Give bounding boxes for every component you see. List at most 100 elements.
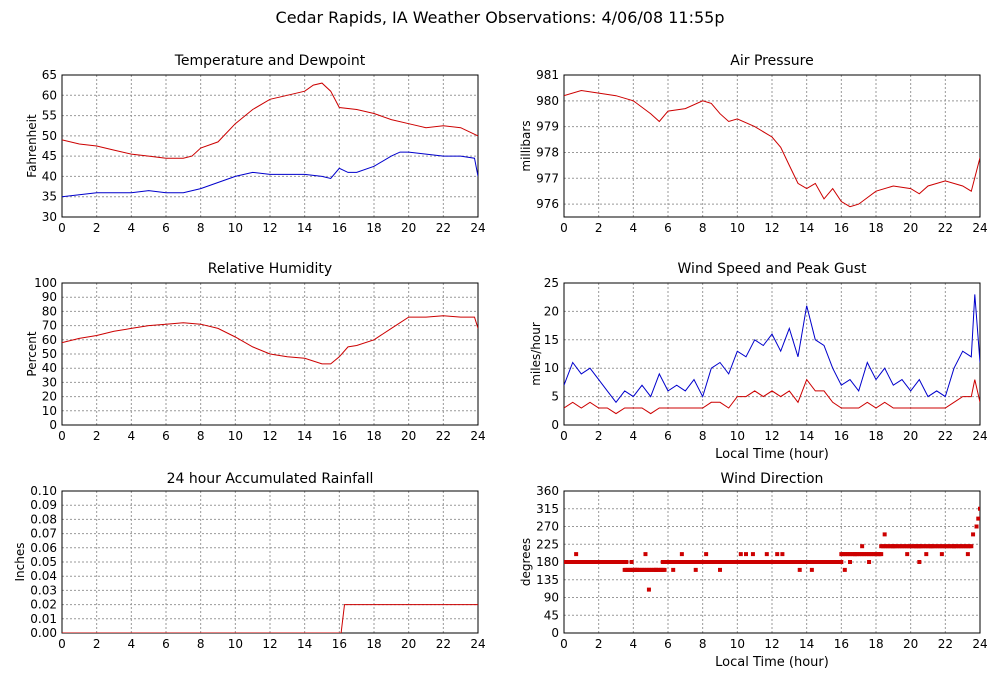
rain-ytick-label: 0.00 — [30, 626, 57, 640]
dir-point — [969, 544, 974, 549]
dir-point — [792, 560, 797, 564]
humidity-ytick-label: 30 — [42, 375, 57, 389]
dir-point — [671, 567, 676, 572]
humidity-series-0-line — [62, 315, 478, 365]
dir-point — [624, 560, 629, 564]
page-title: Cedar Rapids, IA Weather Observations: 4… — [275, 8, 725, 27]
dir-xlabel: Local Time (hour) — [715, 655, 829, 670]
pressure-xtick-label: 14 — [799, 221, 814, 235]
temp-xtick-label: 10 — [228, 221, 243, 235]
rain-xtick-label: 6 — [162, 637, 170, 651]
dir-point — [867, 560, 872, 564]
rain-ytick-label: 0.06 — [30, 541, 57, 555]
pressure-xtick-label: 20 — [903, 221, 918, 235]
dir-point — [924, 552, 929, 557]
dir-point — [775, 552, 780, 557]
humidity-ytick-label: 40 — [42, 361, 57, 375]
temp-xtick-label: 24 — [470, 221, 485, 235]
dir-point — [757, 560, 762, 564]
humidity-xtick-label: 16 — [332, 429, 347, 443]
rain-xtick-label: 20 — [401, 637, 416, 651]
wind-xtick-label: 24 — [972, 429, 987, 443]
rain-ytick-label: 0.04 — [30, 569, 57, 583]
dir-point — [780, 552, 785, 557]
humidity-ytick-label: 60 — [42, 333, 57, 347]
dir-point — [574, 552, 579, 557]
dir-point — [835, 560, 840, 564]
dir-xtick-label: 14 — [799, 637, 814, 651]
rain-xtick-label: 18 — [366, 637, 381, 651]
temp-xtick-label: 14 — [297, 221, 312, 235]
humidity-frame — [61, 282, 479, 426]
pressure-xtick-label: 10 — [730, 221, 745, 235]
dir-point — [643, 552, 648, 557]
humidity-ylabel: Percent — [25, 331, 39, 376]
pressure-xtick-label: 16 — [834, 221, 849, 235]
dir-point — [698, 560, 703, 564]
rain-ytick-label: 0.10 — [30, 484, 57, 498]
pressure-ytick-label: 976 — [536, 197, 559, 211]
dir-point — [686, 560, 691, 564]
humidity-xtick-label: 8 — [197, 429, 205, 443]
temp-ytick-label: 55 — [42, 109, 57, 123]
wind-ytick-label: 20 — [544, 304, 559, 318]
humidity-ytick-label: 70 — [42, 319, 57, 333]
wind-ylabel: miles/hour — [529, 322, 543, 386]
rain-ytick-label: 0.09 — [30, 498, 57, 512]
humidity-ytick-label: 80 — [42, 304, 57, 318]
temp-xtick-label: 2 — [93, 221, 101, 235]
dir-ytick-label: 270 — [536, 520, 559, 534]
dir-point — [750, 552, 755, 557]
pressure-xtick-label: 18 — [868, 221, 883, 235]
dir-xtick-label: 20 — [903, 637, 918, 651]
dir-xtick-label: 0 — [560, 637, 568, 651]
temp-ytick-label: 30 — [42, 210, 57, 224]
rain-xtick-label: 16 — [332, 637, 347, 651]
humidity-ytick-label: 90 — [42, 290, 57, 304]
humidity-xtick-label: 2 — [93, 429, 101, 443]
temp-ytick-label: 65 — [42, 68, 57, 82]
dir-point — [952, 544, 956, 549]
dir-title: Wind Direction — [721, 471, 824, 487]
rain-series-0-line — [62, 604, 478, 633]
wind-ytick-label: 5 — [551, 390, 559, 404]
wind-xtick-label: 8 — [699, 429, 707, 443]
pressure-ytick-label: 978 — [536, 145, 559, 159]
dir-point — [965, 552, 970, 557]
wind-xtick-label: 18 — [868, 429, 883, 443]
humidity-ytick-label: 10 — [42, 404, 57, 418]
dir-series-0 — [564, 506, 980, 592]
rain-xtick-label: 22 — [436, 637, 451, 651]
dir-point — [704, 552, 709, 557]
pressure-ytick-label: 979 — [536, 120, 559, 134]
temp-xtick-label: 8 — [197, 221, 205, 235]
rain-xtick-label: 2 — [93, 637, 101, 651]
humidity-ytick-label: 100 — [34, 276, 57, 290]
temp-ytick-label: 60 — [42, 88, 57, 102]
humidity-xtick-label: 22 — [436, 429, 451, 443]
dir-point — [842, 567, 847, 572]
humidity-xtick-label: 20 — [401, 429, 416, 443]
rain-ytick-label: 0.08 — [30, 512, 57, 526]
dir-xtick-label: 22 — [938, 637, 953, 651]
humidity-xtick-label: 24 — [470, 429, 485, 443]
dir-point — [679, 552, 684, 557]
pressure-xtick-label: 22 — [938, 221, 953, 235]
rain-xtick-label: 10 — [228, 637, 243, 651]
dir-xtick-label: 6 — [664, 637, 672, 651]
temp-xtick-label: 4 — [128, 221, 136, 235]
temp-series-0-line — [62, 82, 478, 159]
wind-xlabel: Local Time (hour) — [715, 447, 829, 462]
rain-ytick-label: 0.07 — [30, 527, 57, 541]
pressure-xtick-label: 4 — [630, 221, 638, 235]
dir-point — [891, 544, 896, 549]
dir-point — [764, 552, 769, 557]
dir-point — [882, 532, 887, 537]
pressure-xtick-label: 12 — [764, 221, 779, 235]
wind-xtick-label: 20 — [903, 429, 918, 443]
temp-xtick-label: 22 — [436, 221, 451, 235]
